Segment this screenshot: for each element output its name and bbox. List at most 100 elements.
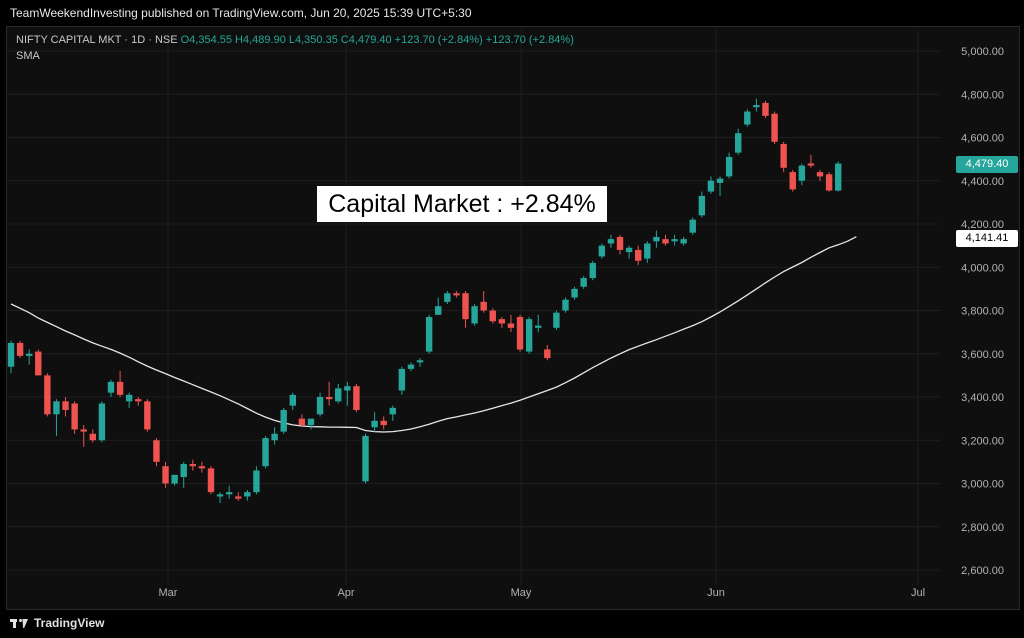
candle-body bbox=[98, 403, 106, 441]
candle-up bbox=[644, 241, 651, 263]
candle-up bbox=[444, 291, 451, 305]
candle-up bbox=[125, 392, 133, 408]
candle-body bbox=[225, 492, 233, 495]
candle-body bbox=[753, 105, 760, 108]
candle-up bbox=[171, 474, 178, 486]
candle-up bbox=[598, 243, 606, 259]
tradingview-brand[interactable]: TradingView bbox=[10, 614, 104, 632]
candle-up bbox=[753, 98, 760, 112]
candle-up bbox=[625, 245, 633, 259]
candle-body bbox=[35, 351, 42, 376]
candle-down bbox=[153, 438, 160, 467]
candle-up bbox=[689, 217, 696, 235]
candle-body bbox=[698, 195, 706, 216]
indicator-label[interactable]: SMA bbox=[16, 50, 40, 62]
y-tick-label: 3,600.00 bbox=[961, 349, 1004, 361]
candle-up bbox=[671, 234, 678, 246]
candle-body bbox=[680, 239, 687, 244]
candle-body bbox=[553, 312, 560, 328]
candle-body bbox=[607, 239, 615, 244]
candle-up bbox=[280, 407, 287, 434]
candle-body bbox=[271, 433, 278, 441]
annotation-label: Capital Market : +2.84% bbox=[317, 186, 607, 222]
candle-up bbox=[7, 340, 15, 374]
chart-area[interactable] bbox=[6, 26, 1020, 610]
x-axis[interactable]: Mar Apr May Jun Jul bbox=[159, 587, 926, 599]
y-tick-label: 5,000.00 bbox=[961, 46, 1004, 58]
footer-bar bbox=[0, 610, 1024, 638]
candle-body bbox=[489, 310, 496, 322]
candle-body bbox=[116, 381, 124, 395]
candle-up bbox=[680, 236, 687, 246]
candle-body bbox=[525, 319, 533, 352]
candle-body bbox=[825, 174, 833, 191]
publisher-bar: TeamWeekendInvesting published on Tradin… bbox=[0, 0, 1024, 26]
candle-body bbox=[798, 165, 806, 181]
symbol-legend[interactable]: NIFTY CAPITAL MKT · 1D · NSE O4,354.55 H… bbox=[16, 34, 574, 46]
candle-body bbox=[235, 496, 242, 499]
candle-down bbox=[380, 416, 387, 430]
candle-down bbox=[89, 429, 97, 443]
candle-up bbox=[389, 405, 396, 421]
candle-body bbox=[216, 494, 224, 497]
candle-up bbox=[435, 297, 442, 315]
candle-down bbox=[116, 371, 124, 397]
candle-body bbox=[153, 440, 160, 462]
sma-line bbox=[10, 236, 857, 433]
candle-up bbox=[289, 392, 296, 410]
candle-body bbox=[280, 409, 287, 432]
y-tick-label: 3,400.00 bbox=[961, 392, 1004, 404]
candle-up bbox=[371, 412, 378, 432]
candle-down bbox=[498, 316, 506, 328]
x-tick-label: May bbox=[511, 587, 532, 599]
candle-body bbox=[171, 474, 178, 484]
candle-up bbox=[725, 152, 733, 179]
y-tick-label: 4,000.00 bbox=[961, 262, 1004, 274]
candle-up bbox=[107, 379, 115, 397]
candle-up bbox=[834, 161, 842, 192]
candle-down bbox=[616, 234, 624, 255]
candle-down bbox=[789, 169, 796, 192]
candle-down bbox=[462, 291, 469, 328]
candle-up bbox=[335, 384, 342, 404]
sma-path bbox=[10, 236, 857, 433]
candle-up bbox=[553, 310, 560, 330]
candle-up bbox=[180, 461, 187, 488]
last-price-tag: 4,479.40 bbox=[956, 156, 1018, 173]
candle-down bbox=[807, 154, 815, 168]
candle-body bbox=[180, 464, 187, 478]
candle-body bbox=[807, 163, 815, 166]
candle-down bbox=[825, 172, 833, 192]
candle-up bbox=[798, 163, 806, 186]
candle-down bbox=[162, 461, 169, 488]
candle-body bbox=[89, 433, 97, 441]
symbol-line[interactable]: NIFTY CAPITAL MKT · 1D · NSE bbox=[16, 34, 178, 46]
candle-up bbox=[98, 401, 106, 443]
candle-up bbox=[571, 286, 578, 300]
candle-up bbox=[698, 191, 706, 218]
candle-body bbox=[662, 239, 669, 244]
candle-body bbox=[344, 386, 351, 391]
candle-up bbox=[716, 176, 724, 196]
candle-up bbox=[225, 485, 233, 499]
candle-body bbox=[44, 375, 51, 415]
indicator-legend[interactable]: SMA bbox=[16, 50, 40, 62]
candle-up bbox=[262, 435, 269, 469]
candle-down bbox=[198, 461, 206, 473]
candle-down bbox=[62, 397, 69, 417]
candle-body bbox=[80, 429, 87, 432]
ohlc-values: O4,354.55 H4,489.90 L4,350.35 C4,479.40 … bbox=[180, 34, 574, 46]
candle-up bbox=[316, 392, 324, 417]
candle-body bbox=[298, 418, 306, 426]
candle-down bbox=[71, 401, 78, 434]
candle-up bbox=[398, 366, 406, 395]
candle-body bbox=[135, 399, 142, 402]
candle-up bbox=[25, 349, 33, 365]
candle-down bbox=[453, 291, 460, 298]
candle-body bbox=[435, 306, 442, 315]
candle-body bbox=[834, 163, 842, 191]
y-axis[interactable]: 5,000.00 4,800.00 4,600.00 4,400.00 4,200.00… bbox=[961, 46, 1004, 577]
candle-body bbox=[725, 156, 733, 177]
x-tick-label: Jul bbox=[911, 587, 925, 599]
